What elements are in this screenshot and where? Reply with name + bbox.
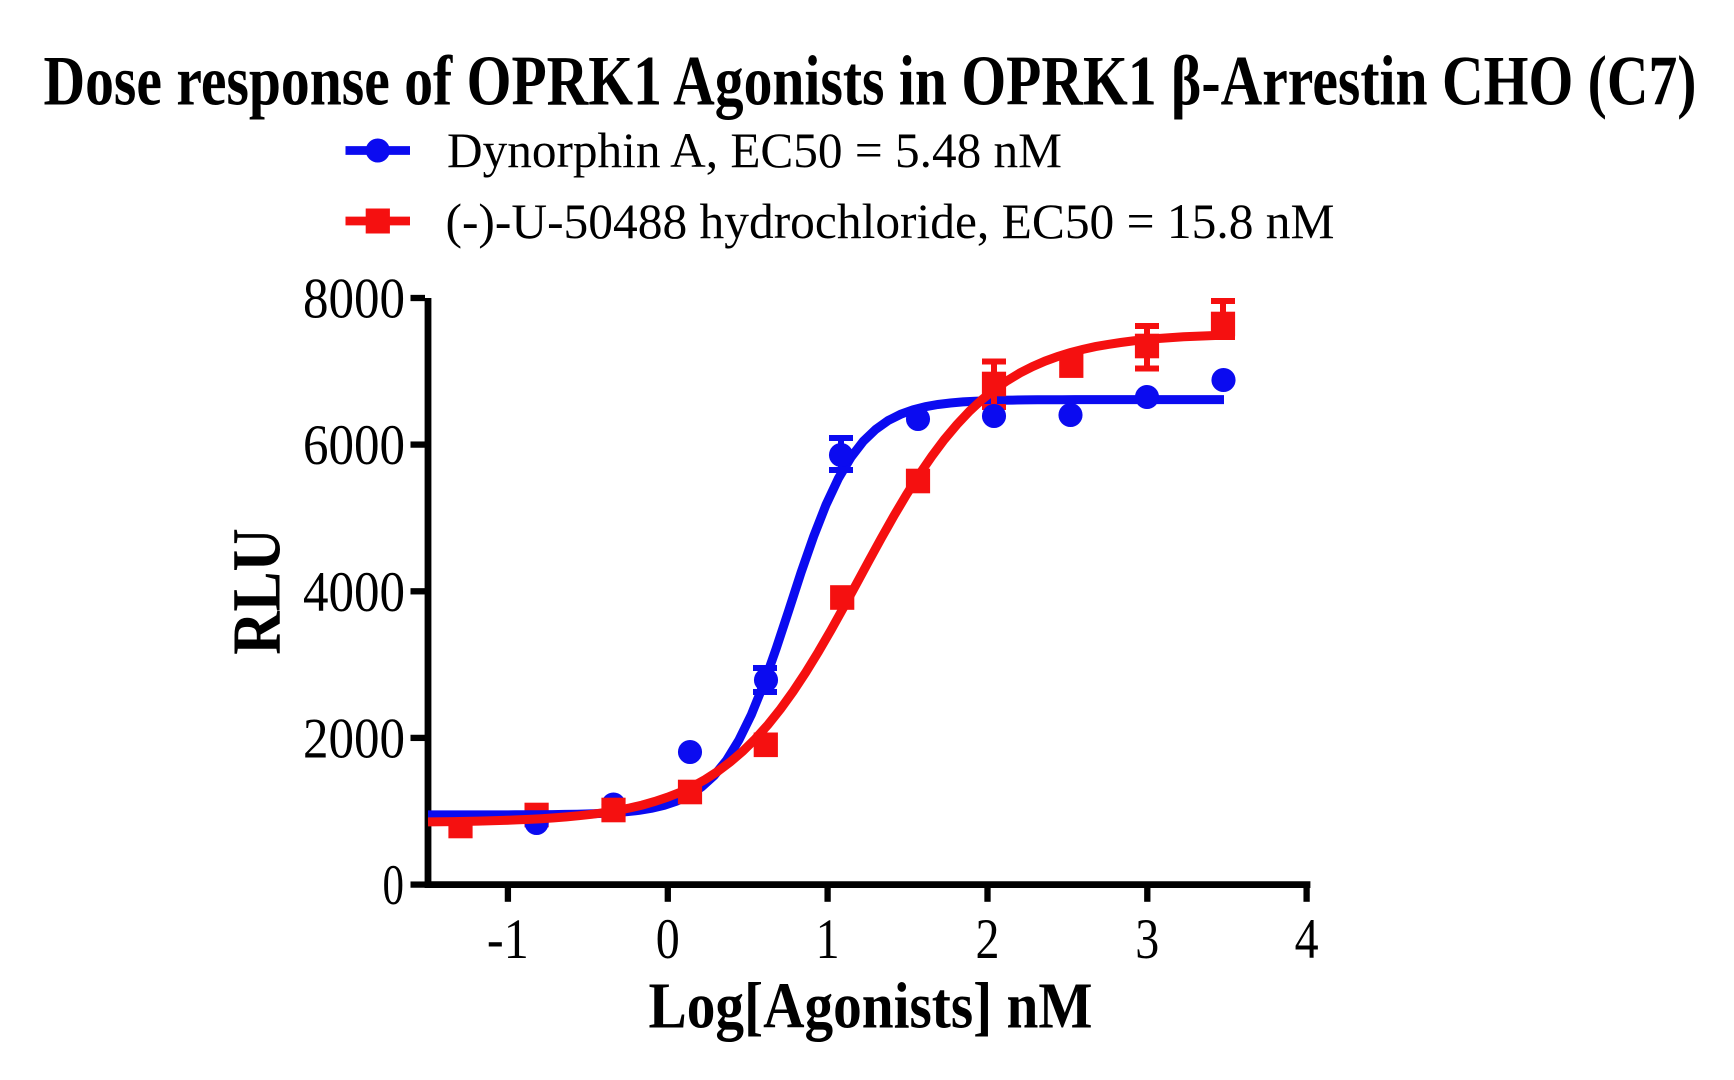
svg-text:Dose response of OPRK1 Agonist: Dose response of OPRK1 Agonists in OPRK1… — [44, 43, 1697, 121]
svg-text:4000: 4000 — [303, 561, 405, 624]
svg-text:2: 2 — [976, 908, 1000, 971]
svg-text:8000: 8000 — [303, 268, 405, 331]
svg-text:1: 1 — [816, 908, 840, 971]
svg-text:Log[Agonists] nM: Log[Agonists] nM — [649, 970, 1093, 1043]
svg-text:6000: 6000 — [303, 414, 405, 477]
svg-text:4: 4 — [1295, 908, 1319, 971]
svg-text:0: 0 — [656, 908, 680, 971]
svg-text:Dynorphin A, EC50 = 5.48 nM: Dynorphin A, EC50 = 5.48 nM — [447, 123, 1062, 178]
svg-text:-1: -1 — [487, 908, 529, 971]
svg-text:RLU: RLU — [219, 528, 295, 655]
svg-text:2000: 2000 — [303, 707, 405, 770]
svg-text:(-)-U-50488 hydrochloride, EC5: (-)-U-50488 hydrochloride, EC50 = 15.8 n… — [446, 194, 1335, 249]
svg-text:0: 0 — [383, 854, 405, 917]
svg-text:3: 3 — [1135, 908, 1159, 971]
